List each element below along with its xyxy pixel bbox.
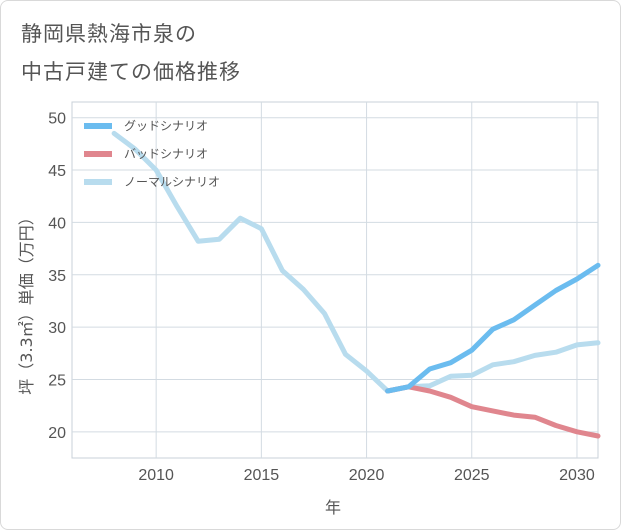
y-tick-label: 30 bbox=[48, 320, 66, 337]
y-tick-label: 45 bbox=[48, 163, 66, 180]
x-tick-label: 2025 bbox=[454, 467, 490, 484]
y-tick-label: 20 bbox=[48, 425, 66, 442]
legend-label: ノーマルシナリオ bbox=[124, 175, 220, 189]
x-tick-label: 2030 bbox=[559, 467, 595, 484]
y-tick-label: 35 bbox=[48, 268, 66, 285]
series-line-good bbox=[385, 262, 601, 394]
series-line-bad bbox=[385, 384, 601, 439]
chart-title-line1: 静岡県熱海市泉の bbox=[21, 22, 197, 46]
plot-area bbox=[71, 101, 599, 459]
y-tick-labels: 20 25 30 35 40 45 50 bbox=[48, 111, 66, 442]
y-axis-title: 坪（3.3㎡）単価（万円） bbox=[17, 209, 36, 394]
x-axis-title: 年 bbox=[325, 498, 341, 517]
series-lines bbox=[111, 130, 601, 439]
x-tick-label: 2020 bbox=[349, 467, 385, 484]
legend-label: グッドシナリオ bbox=[124, 119, 208, 133]
legend-label: バッドシナリオ bbox=[124, 147, 208, 161]
chart-title-line2: 中古戸建ての価格推移 bbox=[21, 60, 241, 84]
x-tick-labels: 2010 2015 2020 2025 2030 bbox=[138, 467, 594, 484]
x-tick-label: 2010 bbox=[138, 467, 174, 484]
y-tick-label: 40 bbox=[48, 215, 66, 232]
series-line-normal bbox=[111, 130, 601, 394]
x-tick-label: 2015 bbox=[244, 467, 280, 484]
y-tick-label: 25 bbox=[48, 372, 66, 389]
y-tick-label: 50 bbox=[48, 111, 66, 128]
chart-title: 静岡県熱海市泉の 中古戸建ての価格推移 bbox=[21, 15, 241, 91]
